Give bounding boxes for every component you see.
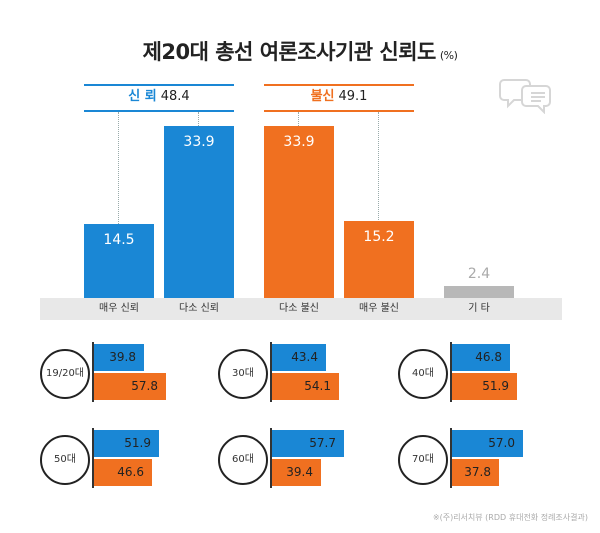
hbar-distrust: 37.8 bbox=[452, 459, 499, 486]
hbar-trust: 57.7 bbox=[272, 430, 344, 457]
connector-somewhat-distrust bbox=[298, 112, 299, 126]
xlabel-very-distrust: 매우 불신 bbox=[359, 303, 399, 314]
hbar-distrust: 57.8 bbox=[94, 373, 166, 400]
age-label: 50대 bbox=[40, 435, 90, 485]
bar-value-label: 33.9 bbox=[283, 134, 315, 150]
age-label: 30대 bbox=[218, 349, 268, 399]
distrust-group-name: 불신 bbox=[310, 89, 335, 104]
age-axis bbox=[92, 342, 94, 402]
connector-very-trust bbox=[118, 112, 119, 226]
chat-bubbles-icon bbox=[499, 79, 551, 114]
age-label: 40대 bbox=[398, 349, 448, 399]
connector-somewhat-trust bbox=[198, 112, 199, 126]
category-strip bbox=[40, 298, 562, 320]
hbar-value-label: 46.6 bbox=[117, 465, 144, 479]
xlabel-very-trust: 매우 신뢰 bbox=[99, 303, 139, 314]
age-axis bbox=[270, 342, 272, 402]
hbar-trust: 46.8 bbox=[452, 344, 510, 371]
age-label: 70대 bbox=[398, 435, 448, 485]
age-axis bbox=[92, 428, 94, 488]
distrust-group-value: 49.1 bbox=[338, 89, 368, 104]
hbar-distrust: 54.1 bbox=[272, 373, 339, 400]
trust-group-line-bottom bbox=[84, 110, 234, 112]
hbar-value-label: 39.8 bbox=[109, 350, 136, 364]
hbar-value-label: 39.4 bbox=[286, 465, 313, 479]
age-axis bbox=[450, 342, 452, 402]
chart-title: 제20대 총선 여론조사기관 신뢰도 (%) bbox=[142, 40, 458, 64]
bar-somewhat-trust: 33.9 bbox=[164, 126, 234, 298]
hbar-trust: 43.4 bbox=[272, 344, 326, 371]
xlabel-somewhat-trust: 다소 신뢰 bbox=[179, 303, 219, 314]
hbar-distrust: 39.4 bbox=[272, 459, 321, 486]
unit-label: (%) bbox=[439, 49, 458, 62]
hbar-value-label: 37.8 bbox=[464, 465, 491, 479]
xlabel-somewhat-distrust: 다소 불신 bbox=[279, 303, 319, 314]
distrust-group-label: 불신 49.1 bbox=[264, 84, 414, 110]
trust-group-label: 신 뢰 48.4 bbox=[84, 84, 234, 110]
hbar-value-label: 57.7 bbox=[309, 436, 336, 450]
hbar-value-label: 57.8 bbox=[131, 379, 158, 393]
age-label: 19/20대 bbox=[40, 349, 90, 399]
hbar-value-label: 51.9 bbox=[482, 379, 509, 393]
bar-somewhat-distrust: 33.9 bbox=[264, 126, 334, 298]
source-note: ※(주)리서치뷰 (RDD 휴대전화 정례조사결과) bbox=[432, 513, 588, 522]
trust-group-value: 48.4 bbox=[160, 89, 190, 104]
bar-value-label: 14.5 bbox=[103, 232, 135, 248]
hbar-value-label: 51.9 bbox=[124, 436, 151, 450]
hbar-value-label: 43.4 bbox=[291, 350, 318, 364]
bar-value-label: 15.2 bbox=[363, 229, 395, 245]
hbar-trust: 39.8 bbox=[94, 344, 144, 371]
hbar-distrust: 51.9 bbox=[452, 373, 517, 400]
age-axis bbox=[270, 428, 272, 488]
distrust-group-line-top bbox=[264, 84, 414, 86]
hbar-value-label: 57.0 bbox=[488, 436, 515, 450]
xlabel-other: 기 타 bbox=[468, 303, 490, 314]
trust-group-name: 신 뢰 bbox=[128, 89, 157, 104]
hbar-distrust: 46.6 bbox=[94, 459, 152, 486]
connector-very-distrust bbox=[378, 112, 379, 222]
hbar-trust: 57.0 bbox=[452, 430, 523, 457]
hbar-value-label: 54.1 bbox=[304, 379, 331, 393]
trust-group-line-top bbox=[84, 84, 234, 86]
distrust-group-line-bottom bbox=[264, 110, 414, 112]
bar-value-label: 2.4 bbox=[467, 266, 491, 282]
age-label: 60대 bbox=[218, 435, 268, 485]
age-axis bbox=[450, 428, 452, 488]
bar-very-trust: 14.5 bbox=[84, 224, 154, 298]
hbar-value-label: 46.8 bbox=[475, 350, 502, 364]
bar-value-label: 33.9 bbox=[183, 134, 215, 150]
bar-other: 2.4 bbox=[444, 266, 514, 298]
bar-very-distrust: 15.2 bbox=[344, 221, 414, 298]
hbar-trust: 51.9 bbox=[94, 430, 159, 457]
